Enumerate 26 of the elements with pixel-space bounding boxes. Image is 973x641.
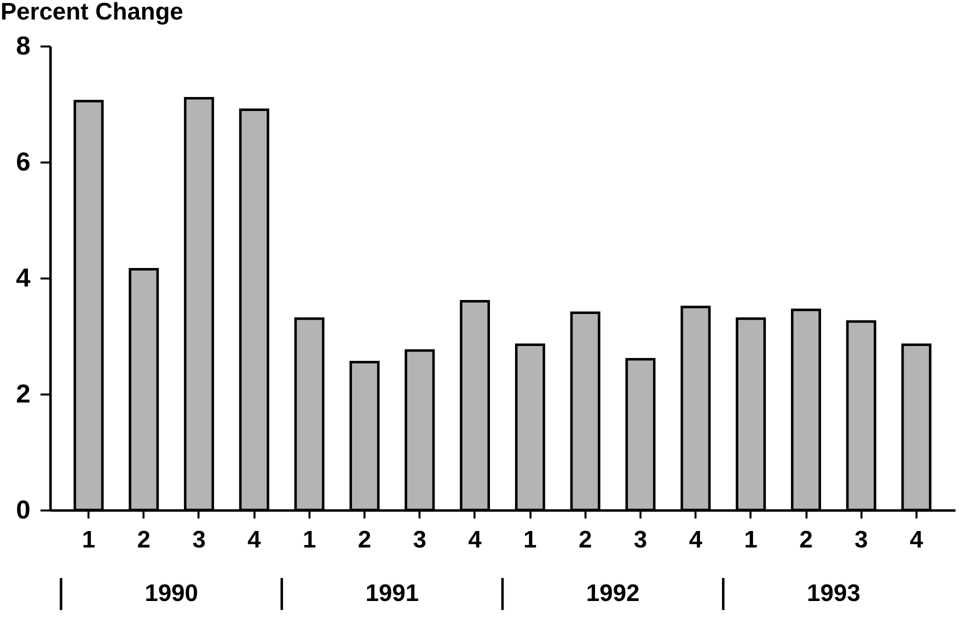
x-tick-label: 4 (910, 526, 924, 554)
y-tick-label: 2 (16, 378, 30, 408)
text: 1990 (144, 580, 198, 607)
x-tick-label: 4 (468, 526, 482, 554)
x-tick-label: 3 (634, 526, 648, 554)
x-tick-label: 1 (744, 526, 758, 554)
x-tick-label: 4 (688, 526, 703, 554)
x-tick-label: 2 (137, 526, 150, 554)
y-tick-label: 4 (16, 262, 32, 292)
y-tick-label: 0 (16, 494, 30, 524)
x-tick-label: 3 (854, 526, 868, 554)
text: 1992 (586, 580, 640, 607)
x-tick-label: 2 (578, 526, 592, 554)
x-tick-label: 3 (413, 526, 426, 554)
y-tick-label: 6 (16, 146, 30, 176)
x-tick-label: 4 (247, 526, 262, 554)
x-tick-label: 1 (82, 526, 96, 554)
x-tick-label: 2 (358, 526, 372, 554)
text: 1991 (365, 580, 419, 607)
x-tick-label: 1 (523, 526, 537, 554)
y-axis-title: Percent Change (0, 0, 184, 26)
x-tick-label: 1 (302, 526, 316, 554)
x-tick-label: 2 (799, 526, 813, 554)
x-tick-label: 3 (192, 526, 206, 554)
text: 1993 (806, 580, 860, 607)
y-tick-label: 8 (16, 30, 30, 60)
